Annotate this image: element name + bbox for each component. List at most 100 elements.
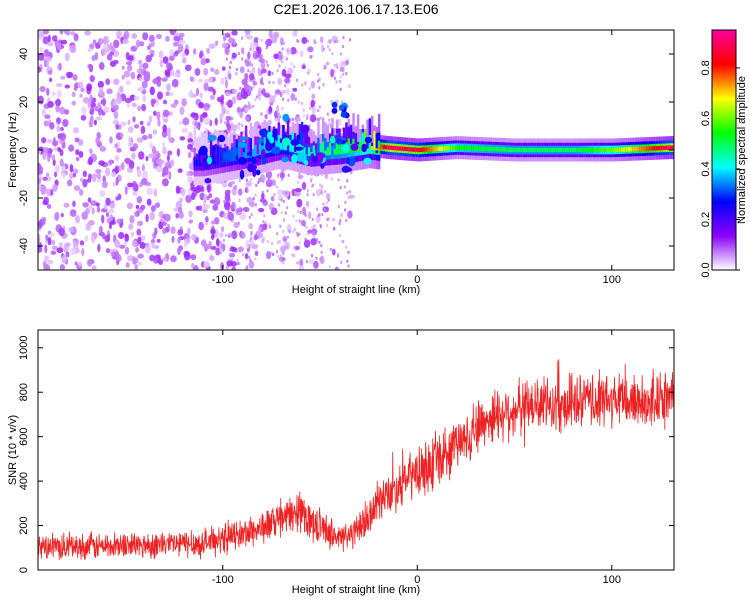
spectrogram-noise-cell (287, 67, 294, 75)
spectrogram-noise-cell (119, 132, 124, 138)
spectrogram-noise-cell (48, 77, 53, 83)
spectrogram-noise-cell (82, 201, 89, 208)
spectrogram-ridge-cell (391, 145, 395, 151)
spectrogram-noise-cell (250, 178, 253, 182)
spectrogram-noise-cell (225, 124, 228, 128)
spectrogram-noise-cell (326, 218, 329, 222)
spectrogram-noise-cell (87, 156, 93, 166)
spectrogram-noise-cell (121, 65, 125, 70)
spectrogram-ridge-cell (578, 147, 582, 153)
spectrogram-noise-cell (130, 231, 135, 238)
spectrogram-noise-cell (72, 239, 76, 247)
spectrogram-ridge-cell (249, 156, 253, 158)
spectrogram-noise-cell (281, 107, 284, 111)
spectrogram-noise-cell (272, 81, 275, 85)
spectrogram-noise-cell (176, 148, 181, 157)
spectrogram-ridge-cell (639, 146, 642, 152)
spectrogram-noise-cell (241, 124, 244, 128)
spectrogram-noise-cell (303, 81, 307, 86)
spectrogram-ridge-cell (581, 147, 584, 153)
spectrogram-noise-cell (231, 89, 234, 93)
spectrogram-noise-cell (329, 124, 332, 128)
spectrogram-noise-cell (63, 246, 70, 251)
spectrogram-ridge-cell (522, 147, 526, 153)
spectrogram-noise-cell (219, 112, 224, 120)
spectrogram-noise-cell (324, 189, 327, 193)
spectrogram-noise-cell (246, 35, 254, 40)
spectrogram-noise-cell (46, 138, 53, 144)
spectrogram-noise-cell (141, 134, 148, 141)
spectrogram-noise-cell (242, 51, 245, 55)
spectrogram-noise-cell (162, 227, 167, 235)
spectrogram-noise-cell (335, 63, 338, 67)
spectrogram-blob (338, 104, 345, 111)
spectrogram-noise-cell (174, 72, 180, 78)
spectrogram-noise-cell (47, 34, 51, 43)
spectrogram-noise-cell (206, 47, 211, 55)
spectrogram-noise-cell (309, 55, 312, 59)
spectrogram-noise-cell (61, 172, 67, 179)
spectrogram-noise-cell (333, 63, 336, 67)
spectrogram-noise-cell (296, 50, 299, 54)
spectrogram-noise-cell (246, 255, 249, 259)
spectrogram-noise-cell (208, 76, 214, 83)
spectrogram-noise-cell (156, 91, 164, 100)
spectrogram-noise-cell (238, 221, 241, 225)
colorbar-tick-label: 0.8 (700, 60, 712, 75)
spectrogram-noise-cell (138, 76, 144, 82)
spectrogram-noise-cell (134, 184, 139, 192)
spectrogram-noise-cell (89, 102, 97, 108)
spectrogram-ridge-cell (258, 143, 262, 155)
spectrogram-ridge-cell (401, 146, 404, 151)
spectrogram-noise-cell (106, 53, 113, 61)
spectrogram-noise-cell (72, 200, 76, 208)
spectrogram-noise-cell (252, 54, 255, 58)
spectrogram-noise-cell (52, 184, 58, 192)
spectrogram-noise-cell (210, 234, 215, 240)
spectrogram-noise-cell (346, 179, 349, 183)
spectrogram-noise-cell (39, 85, 46, 93)
spectrogram-noise-cell (203, 82, 209, 92)
spectrogram-blob (272, 128, 277, 136)
spectrogram-noise-cell (317, 108, 320, 112)
spectrogram-noise-cell (348, 190, 351, 194)
spectrogram-noise-cell (213, 197, 221, 206)
spectrogram-noise-cell (58, 241, 63, 249)
spectrogram-noise-cell (245, 115, 250, 122)
spectrogram-noise-cell (282, 190, 285, 194)
spectrogram-noise-cell (38, 149, 42, 155)
spectrogram-ridge-cell (653, 146, 656, 151)
spectrogram-noise-cell (327, 198, 330, 202)
spectrogram-noise-cell (88, 205, 93, 210)
spectrogram-noise-cell (85, 222, 91, 231)
spectrogram-noise-cell (312, 95, 315, 99)
spectrogram-noise-cell (87, 63, 94, 69)
x-tick-label: 100 (603, 274, 621, 286)
spectrogram-ridge-cell (300, 121, 304, 159)
spectrogram-noise-cell (249, 239, 252, 243)
spectrogram-noise-cell (238, 261, 241, 265)
spectrogram-noise-cell (126, 60, 133, 66)
spectrogram-noise-cell (170, 70, 175, 77)
spectrogram-noise-cell (309, 179, 312, 183)
spectrogram-noise-cell (127, 141, 134, 148)
spectrogram-noise-cell (337, 205, 340, 209)
spectrogram-ridge-cell (254, 144, 257, 157)
spectrogram-noise-cell (79, 93, 83, 98)
spectrogram-noise-cell (126, 103, 130, 108)
spectrogram-noise-cell (44, 244, 48, 254)
spectrogram-noise-cell (281, 60, 284, 64)
spectrogram-noise-cell (80, 114, 87, 121)
spectrogram-noise-cell (64, 84, 71, 89)
spectrogram-noise-cell (119, 85, 124, 93)
spectrogram-noise-cell (169, 49, 174, 57)
spectrogram-noise-cell (114, 155, 120, 161)
spectrogram-noise-cell (293, 65, 296, 69)
spectrogram-noise-cell (282, 252, 285, 256)
spectrogram-noise-cell (68, 226, 75, 233)
spectrogram-noise-cell (41, 137, 47, 144)
spectrogram-noise-cell (194, 67, 201, 76)
spectrogram-noise-cell (80, 87, 85, 93)
spectrogram-noise-cell (185, 237, 191, 244)
